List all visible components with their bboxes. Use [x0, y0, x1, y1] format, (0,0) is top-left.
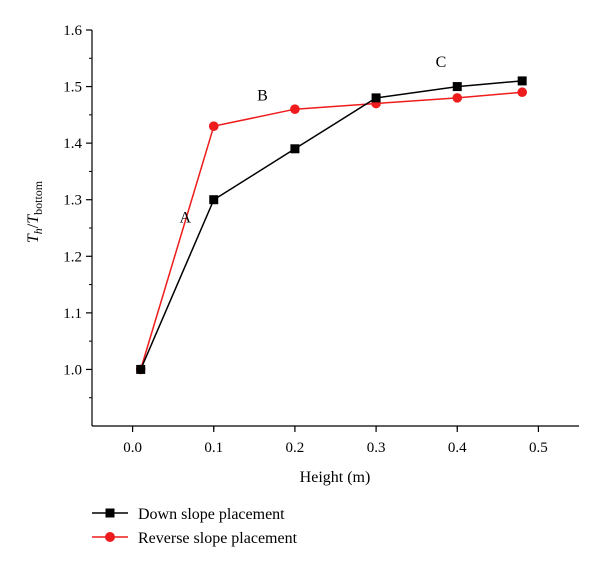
data-point: [290, 144, 300, 154]
y-tick-label: 1.3: [63, 193, 82, 209]
legend-item-reverse-slope: Reverse slope placement: [92, 530, 298, 547]
y-tick-label: 1.5: [63, 80, 82, 96]
series-line: [139, 91, 523, 370]
data-point: [452, 93, 463, 103]
annotation-label: A: [180, 209, 192, 226]
x-tick-label: 0.5: [529, 440, 548, 456]
annotation-label: C: [436, 54, 447, 71]
data-point: [452, 82, 462, 92]
y-axis-ticks: 1.0 1.1 1.2 1.3 1.4 1.5 1.6: [63, 23, 92, 399]
annotation-label: B: [257, 88, 268, 105]
series-reverse-slope-placement: [135, 87, 527, 375]
data-point: [136, 364, 146, 374]
y-tick-label: 1.0: [63, 362, 82, 378]
data-point: [290, 104, 300, 114]
plot-frame: [91, 30, 579, 427]
y-tick-label: 1.6: [63, 23, 82, 39]
data-point: [209, 195, 219, 205]
data-point: [517, 76, 527, 86]
series-layer: [135, 76, 527, 375]
legend-label-reverse-slope: Reverse slope placement: [138, 530, 298, 547]
legend-marker-down-slope: [105, 508, 115, 518]
x-axis-ticks: 0.0 0.1 0.2 0.3 0.4 0.5: [123, 426, 548, 456]
series-down-slope-placement: [136, 76, 527, 374]
y-tick-label: 1.1: [63, 306, 82, 322]
x-tick-label: 0.4: [448, 440, 467, 456]
x-axis-label: Height (m): [300, 469, 371, 486]
y-tick-label: 1.2: [63, 249, 82, 265]
data-point: [208, 121, 219, 131]
data-point: [371, 93, 381, 103]
x-tick-label: 0.0: [123, 440, 142, 456]
legend-label-down-slope: Down slope placement: [138, 506, 285, 523]
data-point: [517, 87, 527, 98]
legend: Down slope placement Reverse slope place…: [92, 506, 298, 547]
series-line: [140, 80, 523, 370]
x-tick-label: 0.3: [367, 440, 386, 456]
legend-marker-reverse-slope: [105, 532, 115, 542]
x-tick-label: 0.1: [204, 440, 223, 456]
legend-item-down-slope: Down slope placement: [92, 506, 285, 523]
x-tick-label: 0.2: [286, 440, 305, 456]
y-axis-label: Th/Tbottom: [25, 180, 45, 243]
y-tick-label: 1.4: [63, 136, 82, 152]
annotation-layer: A B C: [180, 54, 447, 227]
